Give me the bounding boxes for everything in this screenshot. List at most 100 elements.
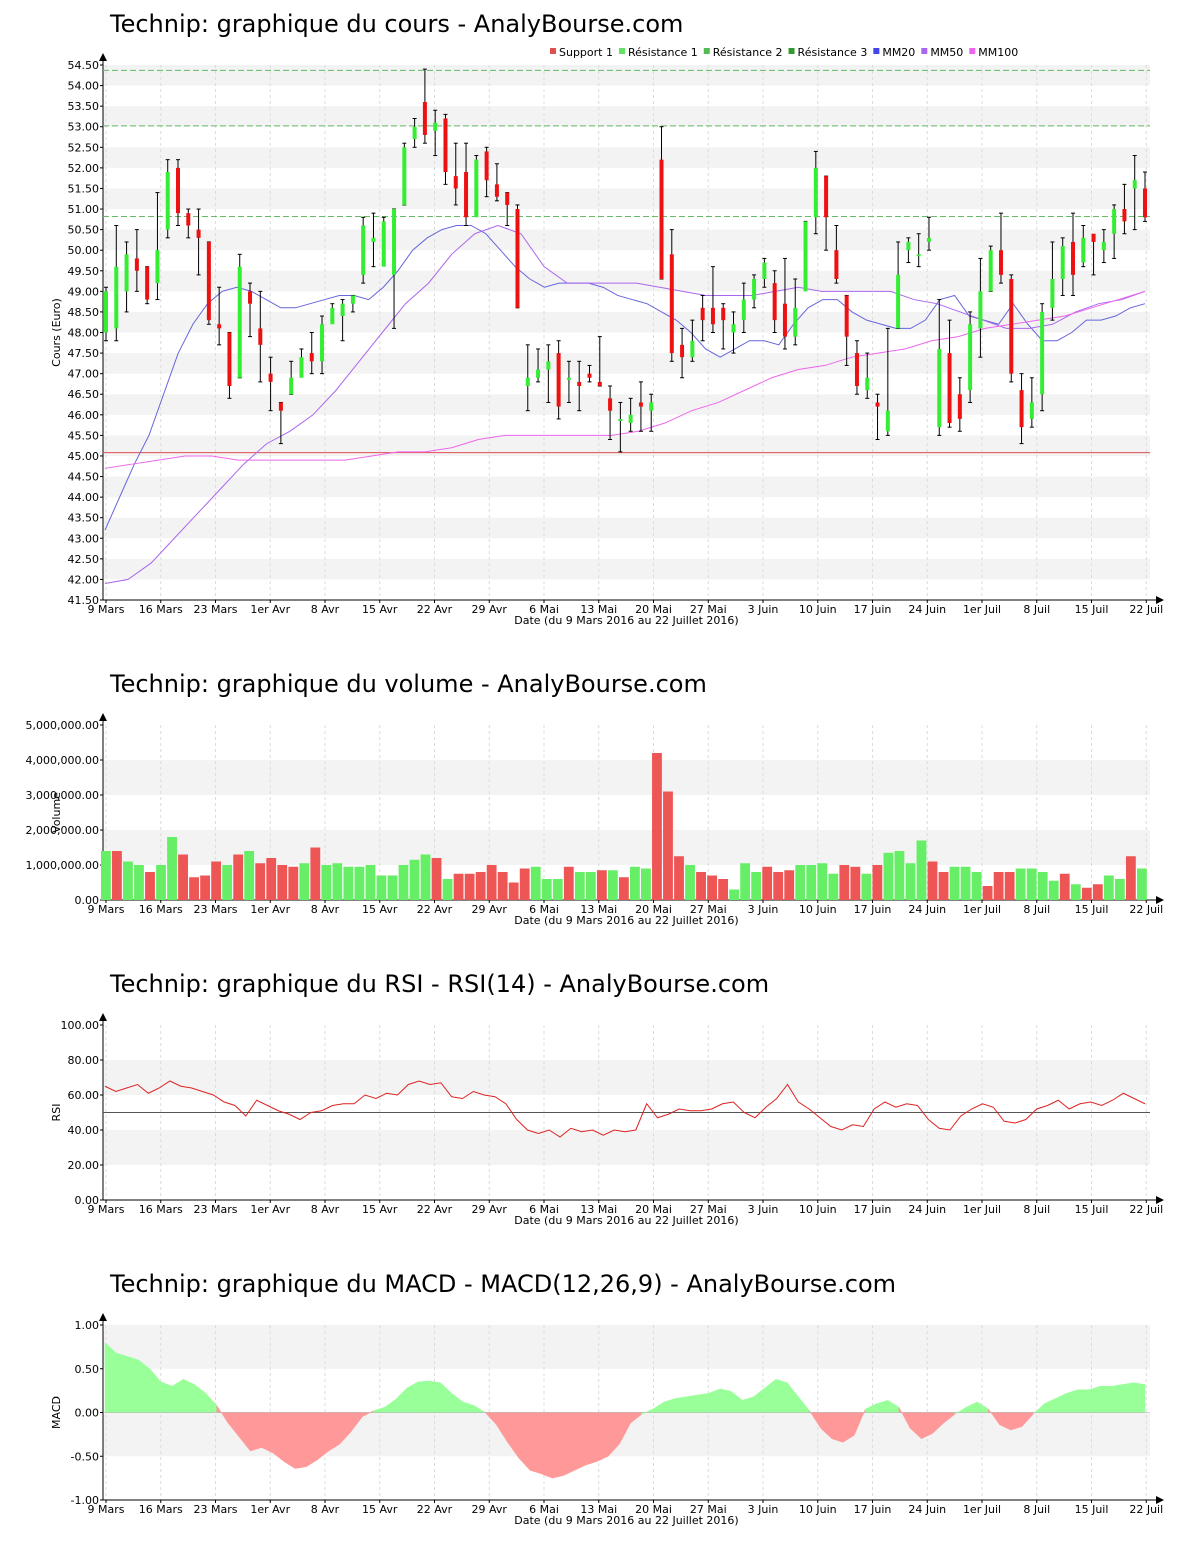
candle-body — [474, 159, 479, 218]
macd-area-segment — [194, 1383, 206, 1413]
candle-body — [289, 377, 294, 395]
candle-body — [443, 118, 448, 172]
candle-body — [145, 266, 150, 300]
volume-bar — [938, 872, 949, 900]
candle-body — [597, 381, 602, 386]
volume-bar — [178, 854, 188, 900]
macd-area-segment — [429, 1380, 441, 1413]
volume-bar — [641, 868, 651, 900]
price-grid-band — [103, 558, 1150, 580]
candle-body — [649, 402, 654, 411]
macd-area-segment — [205, 1392, 218, 1413]
volume-y-tick-label: 4,000,000.00 — [26, 754, 99, 767]
price-x-tick-label: 3 Juin — [748, 603, 779, 616]
candle-body — [1101, 241, 1106, 251]
candle-body — [248, 291, 253, 304]
volume-bar — [552, 879, 563, 900]
volume-bar — [607, 870, 618, 900]
volume-bar — [861, 873, 872, 900]
rsi-x-axis-label: Date (du 9 Mars 2016 au 22 Juillet 2016) — [514, 1214, 738, 1227]
volume-x-axis-arrow — [1156, 896, 1164, 904]
candle-body — [618, 418, 623, 421]
macd-area-segment — [831, 1412, 844, 1443]
price-x-tick-label: 23 Mars — [194, 603, 238, 616]
price-x-tick-label: 8 Avr — [311, 603, 340, 616]
rsi-x-tick-label: 17 Juin — [854, 1203, 892, 1216]
candle-body — [1112, 209, 1117, 234]
macd-area-segment — [1077, 1389, 1090, 1413]
candle-body — [577, 381, 582, 386]
price-x-tick-label: 29 Avr — [472, 603, 508, 616]
macd-x-tick-label: 9 Mars — [88, 1503, 125, 1516]
rsi-y-axis-arrow — [99, 1013, 107, 1021]
volume-x-tick-label: 22 Avr — [417, 903, 453, 916]
macd-x-tick-label: 27 Mai — [690, 1503, 727, 1516]
volume-y-axis-label: Volume — [50, 792, 63, 833]
legend-label-mm20: MM20 — [882, 46, 915, 59]
volume-panel: 0.00 1,000,000.00 2,000,000.00 3,000,000.00… — [26, 713, 1164, 927]
macd-y-axis-label: MACD — [50, 1396, 63, 1429]
candle-body — [392, 209, 397, 275]
volume-bar — [211, 861, 222, 900]
candle-body — [680, 344, 685, 358]
macd-y-tick-label: -0.50 — [71, 1450, 99, 1463]
volume-bar — [1026, 868, 1037, 900]
macd-area-segment — [306, 1412, 318, 1468]
price-grid-band — [103, 270, 1150, 292]
candle-body — [525, 377, 530, 386]
volume-bar — [189, 877, 199, 900]
price-y-tick-label: 45.00 — [68, 450, 100, 463]
candle-body — [957, 394, 962, 419]
price-x-tick-label: 15 Avr — [362, 603, 398, 616]
volume-bar — [1125, 856, 1136, 900]
volume-y-tick-label: 3,000,000.00 — [26, 789, 99, 802]
macd-area-segment — [798, 1396, 810, 1413]
macd-area-segment — [518, 1412, 531, 1471]
price-x-tick-label: 17 Juin — [854, 603, 892, 616]
rsi-x-tick-label: 15 Juil — [1075, 1203, 1109, 1216]
macd-x-tick-label: 15 Avr — [362, 1503, 398, 1516]
macd-area-segment — [742, 1396, 754, 1413]
price-x-tick-label: 22 Juil — [1129, 603, 1163, 616]
price-y-tick-label: 44.50 — [68, 471, 100, 484]
rsi-x-tick-label: 3 Juin — [748, 1203, 779, 1216]
volume-bar — [277, 865, 288, 900]
price-grid-band — [103, 311, 1150, 333]
price-y-tick-label: 52.50 — [68, 141, 100, 154]
volume-x-tick-label: 15 Juil — [1075, 903, 1109, 916]
candle-body — [803, 221, 808, 292]
volume-bar — [398, 865, 409, 900]
price-x-tick-label: 6 Mai — [529, 603, 559, 616]
volume-bar — [707, 875, 717, 900]
macd-x-tick-label: 8 Juil — [1023, 1503, 1050, 1516]
macd-area-segment — [708, 1388, 721, 1413]
candle-body — [278, 402, 283, 411]
candle-body — [114, 266, 119, 329]
price-y-tick-label: 50.50 — [68, 224, 100, 237]
rsi-x-tick-label: 23 Mars — [194, 1203, 238, 1216]
volume-bar — [828, 873, 839, 900]
price-y-axis-arrow — [99, 53, 107, 61]
volume-bar — [718, 879, 728, 900]
volume-bar — [982, 886, 993, 900]
rsi-x-tick-label: 9 Mars — [88, 1203, 125, 1216]
macd-y-tick-label: -1.00 — [71, 1494, 99, 1507]
price-x-tick-label: 20 Mai — [635, 603, 672, 616]
candle-body — [237, 266, 242, 378]
volume-x-tick-label: 1er Juil — [963, 903, 1001, 916]
rsi-x-tick-label: 15 Avr — [362, 1203, 398, 1216]
candle-body — [998, 250, 1003, 275]
volume-bar — [508, 882, 519, 900]
candle-body — [433, 122, 438, 131]
price-y-tick-label: 48.00 — [68, 327, 100, 340]
candle-body — [196, 229, 201, 238]
legend-swatch-r-sistance-3 — [788, 48, 795, 54]
macd-area-segment — [406, 1381, 419, 1413]
candle-body — [453, 176, 458, 189]
price-y-tick-label: 42.50 — [68, 553, 100, 566]
macd-area-segment — [115, 1352, 128, 1413]
legend-label-r-sistance-2: Résistance 2 — [713, 46, 783, 59]
macd-area-segment — [563, 1412, 575, 1476]
candle-body — [906, 241, 911, 251]
